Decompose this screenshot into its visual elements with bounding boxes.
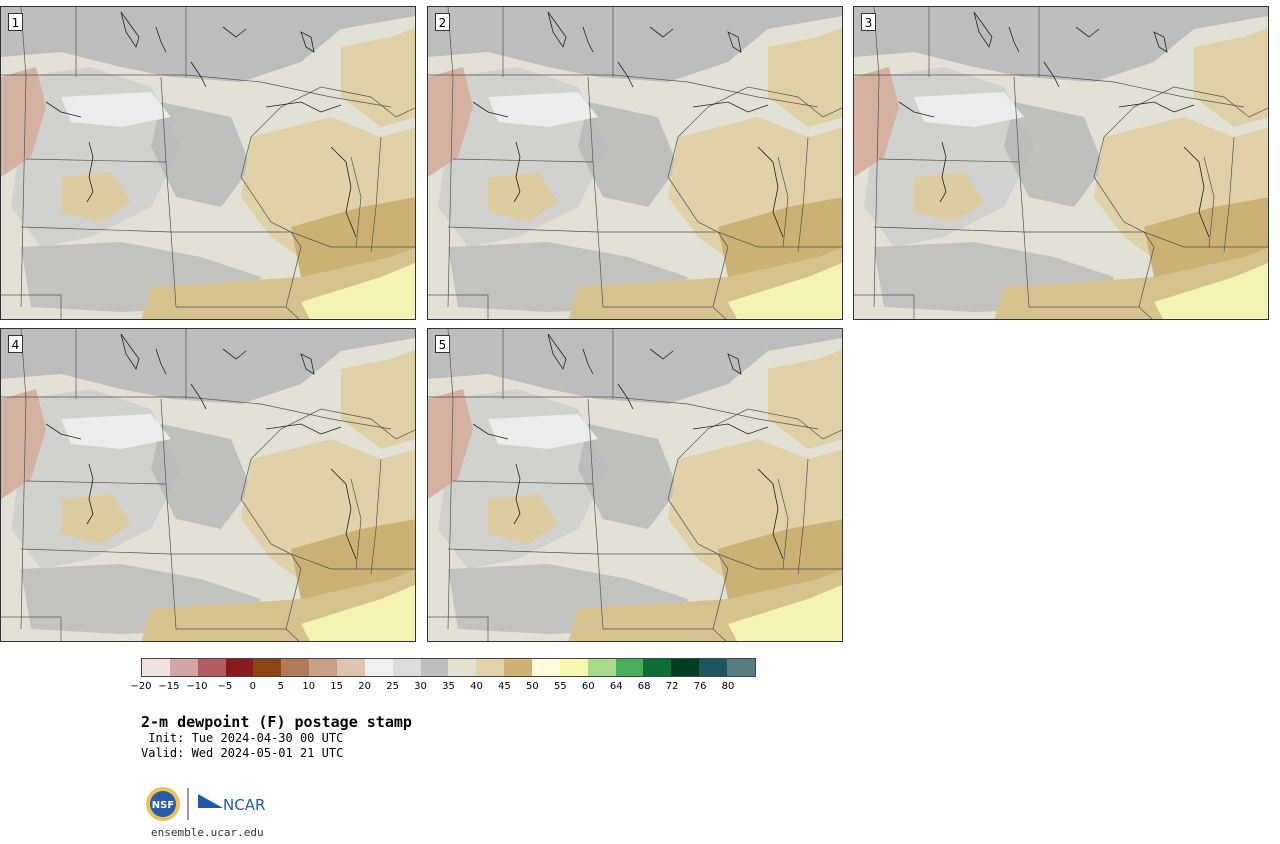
colorbar-tick-label: 20 — [358, 681, 371, 692]
colorbar-swatch — [337, 659, 365, 676]
website-url: ensemble.ucar.edu — [151, 826, 264, 839]
colorbar-swatch — [504, 659, 533, 676]
colorbar-swatch — [225, 659, 254, 676]
colorbar-tick-label: 60 — [581, 681, 595, 692]
panel-label: 5 — [435, 335, 450, 353]
dewpoint-map-5 — [428, 329, 843, 642]
panel-label: 4 — [8, 335, 23, 353]
colorbar-swatch — [309, 659, 338, 676]
panel-label: 2 — [435, 13, 450, 31]
colorbar-tick-label: 5 — [277, 681, 284, 692]
colorbar-swatch — [476, 659, 505, 676]
colorbar-tick-label: 35 — [442, 681, 455, 692]
colorbar-swatch — [587, 659, 616, 676]
colorbar — [141, 658, 756, 677]
colorbar-swatch — [169, 659, 198, 676]
colorbar-swatch — [532, 659, 560, 676]
colorbar-tick-label: −20 — [130, 681, 152, 692]
colorbar-swatch — [281, 659, 310, 676]
colorbar-tick-label: 76 — [693, 681, 707, 692]
colorbar-swatch — [671, 659, 700, 676]
colorbar-tick-label: 25 — [386, 681, 399, 692]
colorbar-tick-label: 72 — [665, 681, 679, 692]
colorbar-tick-label: −5 — [217, 681, 233, 692]
colorbar-swatch — [448, 659, 477, 676]
panel-label: 3 — [861, 13, 876, 31]
colorbar-tick-label: 0 — [249, 681, 256, 692]
colorbar-swatch — [392, 659, 421, 676]
dewpoint-map-2 — [428, 7, 843, 320]
colorbar-tick-label: −15 — [158, 681, 180, 692]
colorbar-tick-label: 68 — [637, 681, 651, 692]
dewpoint-map-3 — [854, 7, 1269, 320]
dewpoint-map-1 — [1, 7, 416, 320]
map-panel-2: 2 — [427, 6, 843, 320]
colorbar-swatch — [643, 659, 672, 676]
figure-title: 2-m dewpoint (F) postage stamp — [141, 713, 412, 731]
colorbar-swatch — [197, 659, 226, 676]
colorbar-tick-label: 40 — [470, 681, 483, 692]
ncar-logo-icon: NCAR — [198, 794, 265, 814]
colorbar-swatch — [253, 659, 282, 676]
colorbar-tick-label: 10 — [302, 681, 316, 692]
colorbar-tick-label: 45 — [498, 681, 511, 692]
colorbar-tick-label: 64 — [609, 681, 623, 692]
colorbar-swatch — [142, 659, 170, 676]
colorbar-tick-label: 15 — [330, 681, 344, 692]
nsf-logo-icon: NSF — [146, 787, 180, 821]
map-panel-5: 5 — [427, 328, 843, 642]
colorbar-tick-label: 80 — [721, 681, 735, 692]
nsf-logo-text: NSF — [152, 800, 174, 811]
init-time: Init: Tue 2024-04-30 00 UTC — [141, 731, 344, 745]
colorbar-swatch — [699, 659, 728, 676]
logos: NSF NCAR — [145, 786, 275, 822]
colorbar-tick-label: −10 — [186, 681, 208, 692]
colorbar-swatch — [615, 659, 644, 676]
colorbar-swatch — [559, 659, 588, 676]
dewpoint-map-4 — [1, 329, 416, 642]
ncar-logo-text: NCAR — [223, 796, 265, 814]
colorbar-ticks: −20 −15 −10 −5 0 5 10 15 20 25 30 35 40 45 50 55 60 64 68 7… — [130, 681, 756, 695]
map-panel-3: 3 — [853, 6, 1269, 320]
valid-time: Valid: Wed 2024-05-01 21 UTC — [141, 746, 344, 760]
map-panel-4: 4 — [0, 328, 416, 642]
colorbar-tick-label: 30 — [414, 681, 427, 692]
colorbar-swatch — [420, 659, 449, 676]
panel-label: 1 — [8, 13, 23, 31]
colorbar-tick-label: 55 — [553, 681, 567, 692]
colorbar-tick-label: 50 — [525, 681, 539, 692]
colorbar-swatch — [727, 659, 755, 676]
colorbar-swatch — [364, 659, 393, 676]
map-panel-1: 1 — [0, 6, 416, 320]
